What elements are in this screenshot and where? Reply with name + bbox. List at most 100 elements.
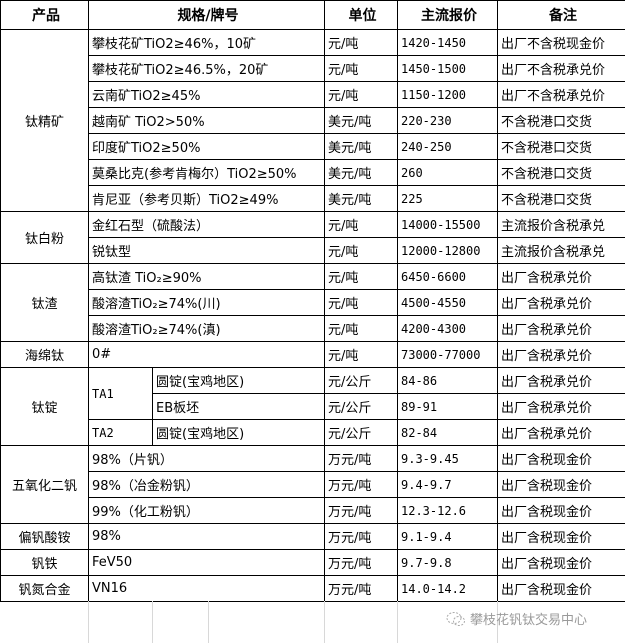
- note-cell: 出厂含税承兑价: [497, 419, 625, 446]
- price-cell: 1450-1500: [397, 55, 498, 82]
- watermark-text: 攀枝花钒钛交易中心: [470, 613, 588, 628]
- price-cell: 9.4-9.7: [397, 471, 498, 498]
- gridline: [397, 601, 398, 643]
- unit-cell: 元/吨: [324, 289, 398, 316]
- unit-cell: 万元/吨: [324, 445, 398, 472]
- note-cell: 出厂含税现金价: [497, 471, 625, 498]
- unit-cell: 美元/吨: [324, 107, 398, 134]
- price-cell: 9.3-9.45: [397, 445, 498, 472]
- unit-cell: 元/公斤: [324, 419, 398, 446]
- table-row: 印度矿TiO2≥50% 美元/吨 240-250 不含税港口交货: [1, 133, 625, 160]
- product-cell: 钒氮合金: [0, 575, 89, 602]
- spec-cell: 98%（冶金粉钒）: [88, 471, 325, 498]
- spec-cell: 云南矿TiO2≥45%: [88, 81, 325, 108]
- spec-cell: 酸溶渣TiO₂≥74%(滇): [88, 315, 325, 342]
- table-row: 酸溶渣TiO₂≥74%(川) 元/吨 4500-4550 出厂含税承兑价: [1, 289, 625, 316]
- grade-cell: TA1: [88, 367, 153, 420]
- unit-cell: 元/吨: [324, 315, 398, 342]
- note-cell: 出厂含税现金价: [497, 445, 625, 472]
- table-row: 钒铁 FeV50 万元/吨 9.7-9.8 出厂含税现金价: [0, 549, 625, 576]
- price-cell: 14000-15500: [397, 211, 498, 238]
- table-row: 莫桑比克(参考肯梅尔）TiO2≥50% 美元/吨 260 不含税港口交货: [1, 159, 625, 186]
- unit-cell: 万元/吨: [324, 549, 398, 576]
- table-row: 攀枝花矿TiO2≥46.5%，20矿 元/吨 1450-1500 出厂不含税承兑价: [1, 55, 625, 82]
- spec-cell: 印度矿TiO2≥50%: [88, 133, 325, 160]
- unit-cell: 万元/吨: [324, 575, 398, 602]
- header-product: 产品: [0, 0, 89, 30]
- price-table: 产品 规格/牌号 单位 主流报价 备注 钛精矿 攀枝花矿TiO2≥46%，10矿元…: [0, 0, 625, 602]
- price-cell: 4500-4550: [397, 289, 498, 316]
- table-row: 钛白粉 金红石型（硫酸法） 元/吨 14000-15500 主流报价含税承兑: [0, 211, 625, 264]
- table-row: 钛渣 高钛渣 TiO₂≥90% 元/吨 6450-6600 出厂含税承兑价: [0, 263, 625, 342]
- spec-cell: EB板坯: [152, 393, 325, 420]
- note-cell: 出厂含税承兑价: [497, 341, 625, 368]
- spec-cell: VN16: [88, 575, 325, 602]
- table-row: 越南矿 TiO2>50% 美元/吨 220-230 不含税港口交货: [1, 107, 625, 134]
- price-cell: 1150-1200: [397, 81, 498, 108]
- product-cell: 五氧化二钒: [0, 445, 89, 524]
- unit-cell: 元/吨: [324, 81, 398, 108]
- note-cell: 出厂含税现金价: [497, 523, 625, 550]
- product-cell: 海绵钛: [0, 341, 89, 368]
- unit-cell: 美元/吨: [324, 159, 398, 186]
- spec-cell: 98%: [88, 523, 325, 550]
- unit-cell: 元/吨: [324, 211, 398, 238]
- price-cell: 84-86: [397, 367, 498, 394]
- header-note: 备注: [497, 0, 625, 30]
- unit-cell: 元/吨: [324, 237, 398, 264]
- price-cell: 240-250: [397, 133, 498, 160]
- note-cell: 出厂含税现金价: [497, 575, 625, 602]
- spec-cell: FeV50: [88, 549, 325, 576]
- table-row: 肯尼亚（参考贝斯）TiO2≥49% 美元/吨 225 不含税港口交货: [1, 185, 625, 212]
- price-cell: 9.7-9.8: [397, 549, 498, 576]
- watermark: 攀枝花钒钛交易中心: [446, 609, 587, 628]
- note-cell: 不含税港口交货: [497, 159, 625, 186]
- table-row: 云南矿TiO2≥45% 元/吨 1150-1200 出厂不含税承兑价: [1, 81, 625, 108]
- table-row: 海绵钛 0# 元/吨 73000-77000 出厂含税承兑价: [0, 341, 625, 368]
- price-cell: 225: [397, 185, 498, 212]
- spec-cell: 锐钛型: [88, 237, 325, 264]
- price-cell: 1420-1450: [397, 29, 498, 56]
- note-cell: 不含税港口交货: [497, 185, 625, 212]
- product-cell: 钛白粉: [0, 211, 89, 264]
- table-row: 钒氮合金 VN16 万元/吨 14.0-14.2 出厂含税现金价: [0, 575, 625, 602]
- price-cell: 73000-77000: [397, 341, 498, 368]
- table-row: 锐钛型 元/吨 12000-12800 主流报价含税承兑: [1, 237, 625, 264]
- unit-cell: 元/吨: [324, 341, 398, 368]
- unit-cell: 元/公斤: [324, 367, 398, 394]
- note-cell: 不含税港口交货: [497, 133, 625, 160]
- spec-cell: 攀枝花矿TiO2≥46%，10矿: [88, 29, 325, 56]
- product-cell: 偏钒酸铵: [0, 523, 89, 550]
- header-unit: 单位: [324, 0, 398, 30]
- note-cell: 出厂含税承兑价: [497, 289, 625, 316]
- price-cell: 9.1-9.4: [397, 523, 498, 550]
- spec-cell: 圆锭(宝鸡地区): [152, 419, 325, 446]
- unit-cell: 美元/吨: [324, 133, 398, 160]
- wechat-icon: [446, 611, 465, 626]
- header-row: 产品 规格/牌号 单位 主流报价 备注: [0, 0, 625, 30]
- table-row: 99%（化工粉钒） 万元/吨 12.3-12.6 出厂含税现金价: [1, 497, 625, 524]
- note-cell: 主流报价含税承兑: [497, 237, 625, 264]
- gridline: [497, 601, 498, 643]
- spec-cell: 高钛渣 TiO₂≥90%: [88, 263, 325, 290]
- note-cell: 出厂不含税承兑价: [497, 55, 625, 82]
- note-cell: 出厂含税现金价: [497, 497, 625, 524]
- gridline: [88, 601, 89, 643]
- note-cell: 出厂含税承兑价: [497, 315, 625, 342]
- note-cell: 出厂含税现金价: [497, 549, 625, 576]
- note-cell: 主流报价含税承兑: [497, 211, 625, 238]
- table-row: 偏钒酸铵 98% 万元/吨 9.1-9.4 出厂含税现金价: [0, 523, 625, 550]
- unit-cell: 元/吨: [324, 263, 398, 290]
- note-cell: 出厂含税承兑价: [497, 263, 625, 290]
- spec-cell: 圆锭(宝鸡地区): [152, 367, 325, 394]
- table-row: 五氧化二钒 98%（片钒） 万元/吨 9.3-9.45 出厂含税现金价: [0, 445, 625, 524]
- table-row: EB板坯 元/公斤 89-91 出厂含税承兑价: [1, 393, 625, 420]
- spec-cell: 越南矿 TiO2>50%: [88, 107, 325, 134]
- spec-cell: 98%（片钒）: [88, 445, 325, 472]
- unit-cell: 万元/吨: [324, 471, 398, 498]
- unit-cell: 美元/吨: [324, 185, 398, 212]
- price-cell: 4200-4300: [397, 315, 498, 342]
- unit-cell: 元/吨: [324, 29, 398, 56]
- table-row: 钛锭 TA1 圆锭(宝鸡地区) 元/公斤 84-86 出厂含税承兑价: [0, 367, 625, 446]
- note-cell: 出厂不含税承兑价: [497, 81, 625, 108]
